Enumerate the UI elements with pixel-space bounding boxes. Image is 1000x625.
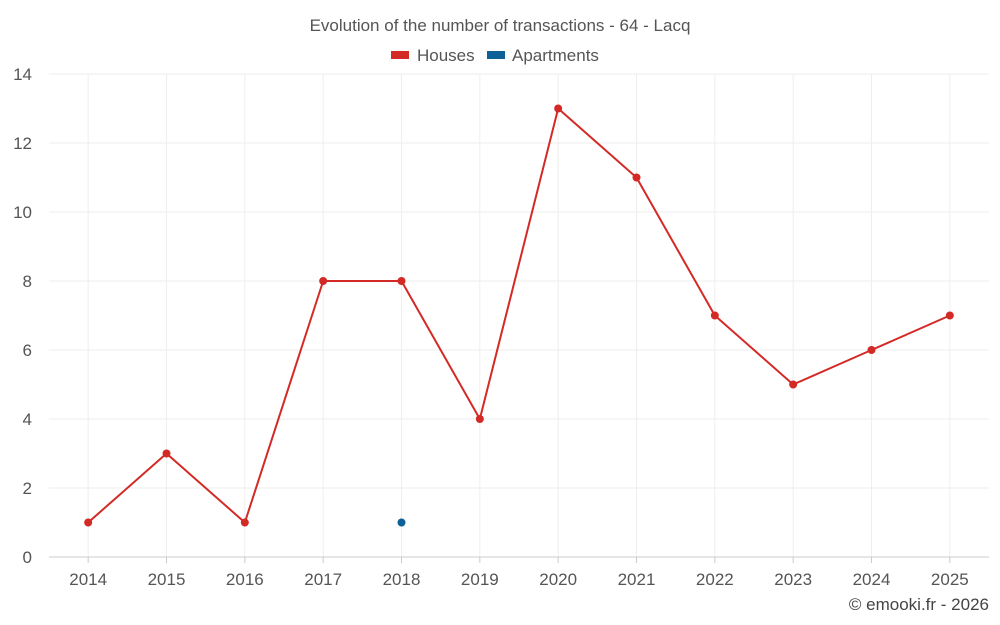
y-tick-label: 6	[23, 341, 32, 360]
x-tick-label: 2019	[461, 570, 499, 589]
houses-data-point[interactable]	[397, 277, 406, 285]
legend-swatch-houses	[391, 51, 409, 59]
houses-data-point[interactable]	[710, 311, 719, 320]
series-layer	[84, 104, 954, 527]
x-tick-label: 2018	[383, 570, 421, 589]
x-tick-label: 2020	[539, 570, 577, 589]
x-tick-label: 2023	[774, 570, 812, 589]
houses-data-point[interactable]	[240, 518, 249, 527]
x-tick-label: 2015	[148, 570, 186, 589]
x-tick-label: 2017	[304, 570, 342, 589]
y-tick-label: 12	[13, 134, 32, 153]
y-tick-label: 4	[23, 410, 32, 429]
grid	[49, 73, 989, 557]
x-axis: 2014 2015 2016 2017 2018 2019 2020 2021 2022 2023…	[49, 556, 989, 589]
x-tick-label: 2016	[226, 570, 264, 589]
x-tick-label: 2014	[69, 570, 107, 589]
houses-data-point[interactable]	[632, 173, 641, 182]
houses-data-point[interactable]	[475, 415, 484, 423]
apartments-data-point[interactable]	[397, 518, 406, 527]
y-tick-label: 2	[23, 479, 32, 498]
legend: Houses Apartments	[391, 46, 599, 65]
x-tick-label: 2021	[618, 570, 656, 589]
x-tick-label: 2024	[853, 570, 891, 589]
y-tick-label: 14	[13, 65, 32, 84]
y-tick-label: 8	[23, 272, 32, 291]
x-tick-label: 2022	[696, 570, 734, 589]
houses-data-point[interactable]	[554, 104, 563, 113]
y-axis: 0 2 4 6 8 10 12 14	[13, 65, 32, 567]
houses-data-point[interactable]	[867, 346, 876, 354]
houses-data-point[interactable]	[789, 380, 798, 389]
houses-data-point[interactable]	[84, 518, 93, 527]
y-tick-label: 0	[23, 548, 32, 567]
chart-title: Evolution of the number of transactions …	[310, 16, 691, 35]
legend-swatch-apartments	[487, 51, 505, 59]
legend-label-apartments[interactable]: Apartments	[512, 46, 599, 65]
houses-series-line	[87, 107, 951, 524]
copyright-credit: © emooki.fr - 2026	[849, 595, 989, 614]
x-tick-label: 2025	[931, 570, 969, 589]
houses-data-point[interactable]	[162, 449, 171, 458]
legend-label-houses[interactable]: Houses	[417, 46, 475, 65]
houses-data-point[interactable]	[319, 277, 328, 285]
houses-data-point[interactable]	[945, 311, 954, 320]
y-tick-label: 10	[13, 203, 32, 222]
